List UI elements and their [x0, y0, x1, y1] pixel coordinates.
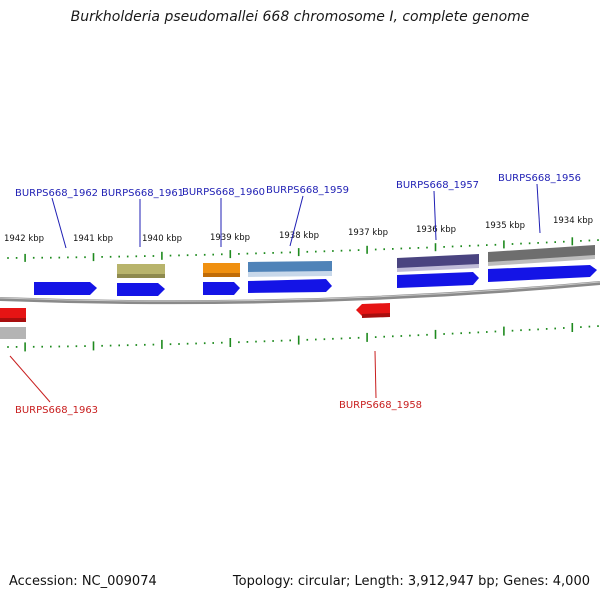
- leader-line: [289, 195, 304, 247]
- cds-arrow-reverse-shade: [0, 318, 26, 322]
- scale-label: 1935 kbp: [485, 221, 525, 231]
- feature-steelblue-shade: [248, 271, 332, 277]
- cds-arrow-forward: [248, 279, 332, 293]
- leader-line: [433, 190, 437, 241]
- forward-cds-track: [34, 265, 597, 296]
- scale-ticks-bottom: [7, 323, 599, 352]
- gene-label: BURPS668_1957: [396, 180, 479, 191]
- feature-lightgray: [0, 327, 26, 339]
- scale-label: 1938 kbp: [279, 231, 319, 241]
- label-leaders: [9, 183, 541, 403]
- scale-label: 1941 kbp: [73, 234, 113, 244]
- leader-line: [374, 350, 377, 399]
- feature-track-misc: [117, 245, 595, 278]
- chromosome-backbone: [0, 281, 600, 305]
- accession-text: Accession: NC_009074: [9, 574, 157, 589]
- cds-arrow-forward: [397, 272, 479, 288]
- cds-arrow-reverse: [356, 303, 390, 316]
- feature-gray: [488, 245, 595, 265]
- feature-olive: [117, 264, 165, 277]
- gene-label: BURPS668_1963: [15, 405, 98, 416]
- gene-label: BURPS668_1958: [339, 400, 422, 411]
- scale-label: 1934 kbp: [553, 216, 593, 226]
- cds-arrow-reverse: [0, 308, 26, 320]
- feature-olive-shade: [117, 274, 165, 278]
- gene-label: BURPS668_1961: [101, 188, 184, 199]
- map-title: Burkholderia pseudomallei 668 chromosome…: [70, 9, 530, 25]
- scale-label: 1939 kbp: [210, 233, 250, 243]
- gene-labels: BURPS668_1962 BURPS668_1961 BURPS668_196…: [15, 173, 581, 416]
- scale-ticks-top: [7, 237, 599, 262]
- cds-arrow-forward: [488, 265, 597, 282]
- chromosome-backbone-highlight: [0, 281, 600, 302]
- feature-orange: [203, 263, 240, 276]
- scale-labels: 1942 kbp 1941 kbp 1940 kbp 1939 kbp 1938…: [4, 216, 593, 244]
- cds-arrow-forward: [203, 282, 240, 295]
- leader-line: [51, 197, 67, 249]
- topology-text: Topology: circular; Length: 3,912,947 bp…: [232, 574, 590, 589]
- gene-label: BURPS668_1962: [15, 188, 98, 199]
- feature-slate-shade: [397, 264, 479, 272]
- leader-line: [9, 355, 51, 403]
- reverse-cds-track: [0, 303, 390, 339]
- feature-gray-shade: [488, 255, 595, 266]
- leader-line: [536, 183, 541, 234]
- scale-label: 1940 kbp: [142, 234, 182, 244]
- gene-label: BURPS668_1960: [182, 187, 265, 198]
- feature-orange-shade: [203, 273, 240, 277]
- gene-label: BURPS668_1959: [266, 185, 349, 196]
- scale-label: 1942 kbp: [4, 234, 44, 244]
- cds-arrow-reverse-shade: [362, 313, 390, 318]
- cds-arrow-forward: [34, 282, 97, 295]
- cds-arrow-forward: [117, 283, 165, 296]
- gene-label: BURPS668_1956: [498, 173, 581, 184]
- scale-label: 1937 kbp: [348, 228, 388, 238]
